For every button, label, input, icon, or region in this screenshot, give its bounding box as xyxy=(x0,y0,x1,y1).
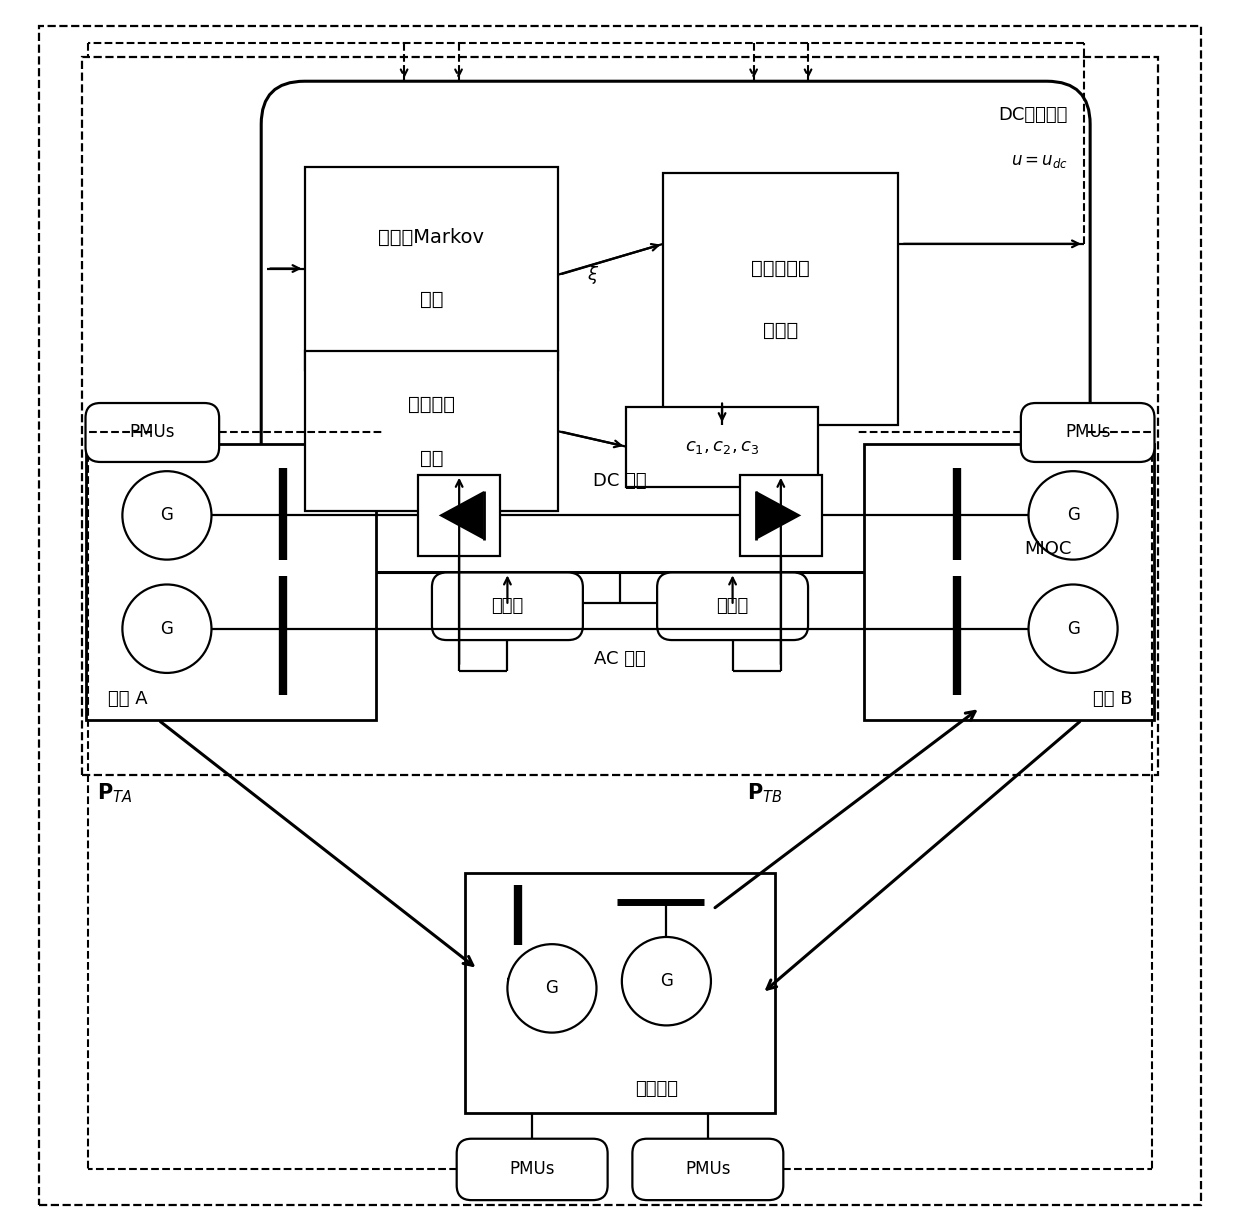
Text: G: G xyxy=(660,972,673,990)
Text: $u = u_{dc}$: $u = u_{dc}$ xyxy=(1011,153,1068,170)
Circle shape xyxy=(621,937,711,1025)
Bar xyxy=(86,443,376,720)
Text: AC 线路: AC 线路 xyxy=(594,650,646,668)
Bar xyxy=(82,57,1158,776)
Bar xyxy=(864,443,1154,720)
Text: G: G xyxy=(546,980,558,997)
Text: PMUs: PMUs xyxy=(129,423,175,442)
Text: PMUs: PMUs xyxy=(1065,423,1111,442)
Circle shape xyxy=(123,471,212,560)
Polygon shape xyxy=(756,491,801,539)
Circle shape xyxy=(123,585,212,673)
Bar xyxy=(305,167,558,369)
FancyBboxPatch shape xyxy=(456,1139,608,1200)
Bar xyxy=(740,475,822,556)
Text: 多状态Markov: 多状态Markov xyxy=(378,228,485,247)
Text: $\mathbf{P}_{TB}$: $\mathbf{P}_{TB}$ xyxy=(746,782,782,805)
Text: DC 线路: DC 线路 xyxy=(593,471,647,490)
Text: 区域 A: 区域 A xyxy=(108,689,148,708)
Bar xyxy=(626,406,818,486)
Circle shape xyxy=(1028,471,1117,560)
FancyBboxPatch shape xyxy=(86,403,219,462)
Text: G: G xyxy=(160,619,174,638)
Circle shape xyxy=(1028,585,1117,673)
Text: PMUs: PMUs xyxy=(510,1161,556,1178)
Text: 逆最优反推: 逆最优反推 xyxy=(751,259,810,278)
Text: G: G xyxy=(1066,506,1080,524)
Text: 其他区域: 其他区域 xyxy=(636,1080,678,1098)
Text: MIOC: MIOC xyxy=(1024,539,1071,558)
Text: 选择: 选择 xyxy=(419,449,443,468)
Text: 控制律: 控制律 xyxy=(763,320,799,340)
Circle shape xyxy=(507,944,596,1033)
FancyBboxPatch shape xyxy=(262,81,1090,572)
Bar xyxy=(305,351,558,511)
FancyBboxPatch shape xyxy=(432,572,583,640)
Text: PMUs: PMUs xyxy=(684,1161,730,1178)
FancyBboxPatch shape xyxy=(632,1139,784,1200)
Text: 极控制: 极控制 xyxy=(717,597,749,616)
Bar xyxy=(663,174,898,425)
FancyBboxPatch shape xyxy=(1021,403,1154,462)
Polygon shape xyxy=(439,491,484,539)
Text: $c_1, c_2, c_3$: $c_1, c_2, c_3$ xyxy=(684,437,759,455)
Bar xyxy=(418,475,500,556)
Text: G: G xyxy=(160,506,174,524)
FancyBboxPatch shape xyxy=(657,572,808,640)
Text: $\xi$: $\xi$ xyxy=(587,263,599,286)
Text: DC调制功率: DC调制功率 xyxy=(998,106,1068,124)
Text: 模型: 模型 xyxy=(419,289,443,309)
Text: 极控制: 极控制 xyxy=(491,597,523,616)
Text: G: G xyxy=(1066,619,1080,638)
Text: 区域 B: 区域 B xyxy=(1092,689,1132,708)
Text: 控制参数: 控制参数 xyxy=(408,395,455,414)
Bar xyxy=(465,874,775,1113)
Text: $\mathbf{P}_{TA}$: $\mathbf{P}_{TA}$ xyxy=(97,782,133,805)
